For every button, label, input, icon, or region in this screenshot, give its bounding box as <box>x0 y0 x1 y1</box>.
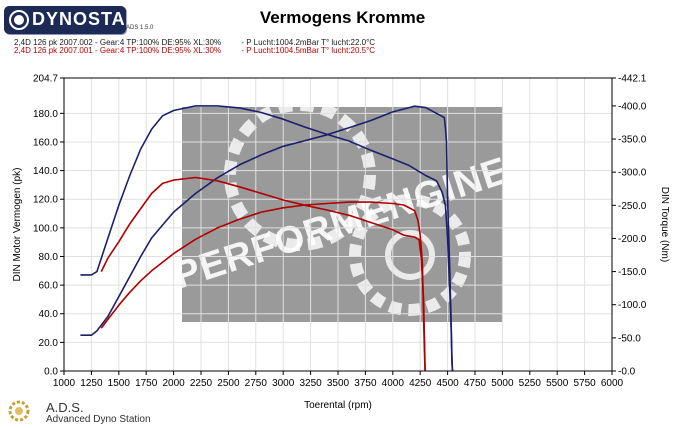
x-tick-label-16: 5000 <box>491 378 514 389</box>
y2-tick-label-5: -250.0 <box>618 201 647 212</box>
x-tick-label-1: 1250 <box>80 378 103 389</box>
x-tick-label-9: 3250 <box>299 378 322 389</box>
y-tick-label-6: 120.0 <box>33 195 58 206</box>
y2-tick-label-8: -400.0 <box>618 101 647 112</box>
y-tick-label-0: 0.0 <box>44 367 58 378</box>
dynostar-logo-text: DYNOSTAR <box>32 9 140 29</box>
x-tick-label-7: 2750 <box>245 378 268 389</box>
y-tick-label-9: 180.0 <box>33 109 58 120</box>
chart-grid <box>64 78 612 371</box>
watermark-gear-hub <box>385 230 435 280</box>
x-tick-label-20: 6000 <box>601 378 624 389</box>
ads-gear-icon <box>8 400 30 422</box>
y2-tick-label-1: -50.0 <box>618 333 641 344</box>
y-tick-label-7: 140.0 <box>33 166 58 177</box>
series-run1-torque <box>80 105 454 372</box>
x-tick-label-6: 2500 <box>217 378 240 389</box>
run-1-conditions: - P Lucht:1004.2mBar T° lucht:22.0°C <box>241 38 376 47</box>
y2-tick-label-6: -300.0 <box>618 168 647 179</box>
y-tick-label-2: 40.0 <box>39 309 59 320</box>
chart-series <box>80 105 454 372</box>
watermark-gear-1 <box>224 99 376 251</box>
x-tick-label-10: 3500 <box>327 378 350 389</box>
run-2-conditions: - P Lucht:1004.5mBar T° lucht:20.5°C <box>241 46 376 55</box>
y-tick-label-3: 60.0 <box>39 281 59 292</box>
run-2-label: 2,4D 126 pk 2007.001 - Gear:4 TP:100% DE… <box>14 46 222 55</box>
y2-tick-label-9: -442.1 <box>618 74 647 85</box>
x-tick-label-14: 4500 <box>436 378 459 389</box>
x-tick-label-11: 3750 <box>354 378 377 389</box>
ads-name: A.D.S. <box>46 400 84 415</box>
watermark-gear-2 <box>349 194 471 316</box>
dynostar-logo: DYNOSTAR <box>4 6 139 34</box>
x-tick-label-3: 1750 <box>135 378 158 389</box>
y2-tick-label-2: -100.0 <box>618 300 647 311</box>
y-tick-label-8: 160.0 <box>33 137 58 148</box>
x-tick-label-19: 5750 <box>573 378 596 389</box>
x-axis-label: Toerental (rpm) <box>304 400 372 411</box>
run-1-label: 2,4D 126 pk 2007.002 - Gear:4 TP:100% DE… <box>14 38 222 47</box>
x-tick-label-15: 4750 <box>464 378 487 389</box>
y2-tick-label-0: -0.0 <box>618 367 636 378</box>
x-tick-label-17: 5250 <box>519 378 542 389</box>
x-tick-label-18: 5500 <box>546 378 569 389</box>
series-run2-torque <box>100 176 426 372</box>
dynostar-ring-icon <box>9 10 29 30</box>
y-tick-label-1: 20.0 <box>39 338 59 349</box>
y2-tick-label-3: -150.0 <box>618 267 647 278</box>
y-tick-label-4: 80.0 <box>39 252 59 263</box>
y-axis-label: DIN Motor Vermogen (pk) <box>12 168 23 282</box>
y-tick-label-10: 204.7 <box>33 74 58 85</box>
chart-title: Vermogens Kromme <box>259 8 426 27</box>
y2-tick-label-4: -200.0 <box>618 234 647 245</box>
chart-axes: 1000 1250 1500 1750 2000 2250 2500 2750 3000 3250… <box>12 74 670 412</box>
x-tick-label-4: 2000 <box>162 378 185 389</box>
dynostar-logo-sub: ADS 1.5.0 <box>126 25 154 31</box>
x-tick-label-12: 4000 <box>382 378 405 389</box>
ads-subtitle: Advanced Dyno Station <box>46 414 151 425</box>
x-tick-label-2: 1500 <box>108 378 131 389</box>
y2-tick-label-7: -350.0 <box>618 135 647 146</box>
x-tick-label-0: 1000 <box>53 378 76 389</box>
run-info-2: 2,4D 126 pk 2007.001 - Gear:4 TP:100% DE… <box>14 46 375 55</box>
x-tick-label-13: 4250 <box>409 378 432 389</box>
x-tick-label-5: 2250 <box>190 378 213 389</box>
y2-axis-label: DIN Torque (Nm) <box>659 187 670 262</box>
run-info-1: 2,4D 126 pk 2007.002 - Gear:4 TP:100% DE… <box>14 38 375 47</box>
y-tick-label-5: 100.0 <box>33 223 58 234</box>
x-tick-label-8: 3000 <box>272 378 295 389</box>
